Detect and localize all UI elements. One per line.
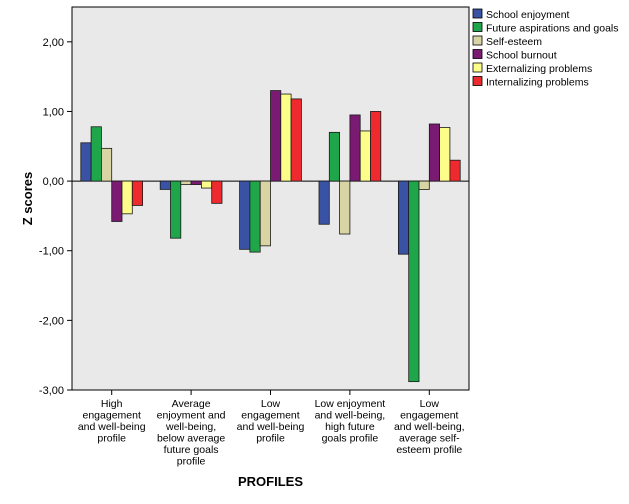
legend-label: School enjoyment — [486, 9, 570, 21]
y-tick-label: 2,00 — [43, 37, 64, 49]
x-tick-label-line: esteem profile — [396, 444, 462, 456]
bar — [249, 180, 261, 253]
bar — [418, 180, 430, 190]
bar — [211, 180, 223, 204]
bar — [328, 131, 340, 182]
bar — [439, 127, 451, 182]
x-tick-label: Average enjoyment and well-being, below ave… — [157, 398, 226, 468]
legend-label: School burnout — [486, 50, 557, 62]
bar — [159, 180, 171, 190]
bar — [270, 90, 282, 182]
bar — [239, 180, 251, 250]
bar — [80, 142, 92, 182]
bar — [280, 93, 292, 182]
bar — [121, 180, 133, 215]
bar — [200, 180, 213, 189]
bar — [397, 180, 410, 255]
bar — [359, 130, 371, 182]
x-tick-label-line: below average — [157, 433, 225, 445]
x-tick-label-line: future goals — [164, 444, 219, 456]
x-tick-label: Low engagement and well-being profile — [237, 398, 305, 445]
y-tick-label: -2,00 — [39, 315, 64, 327]
bar — [131, 180, 144, 206]
legend-swatch — [472, 22, 483, 32]
legend-swatch — [472, 62, 483, 73]
bar — [170, 180, 182, 239]
x-tick-label: Low enjoyment and well-being, high future g… — [315, 398, 386, 445]
bar — [349, 114, 361, 182]
bar — [190, 180, 202, 185]
x-tick-label-line: Low — [420, 398, 440, 410]
y-tick-label: 1,00 — [43, 106, 64, 118]
bar — [90, 126, 102, 182]
legend-label: Future aspirations and goals — [486, 23, 619, 35]
legend-swatch — [472, 49, 483, 59]
legend-label: Externalizing problems — [486, 63, 592, 75]
bar — [318, 180, 330, 225]
x-tick-label-line: and well-being, — [394, 421, 465, 433]
bar — [408, 180, 420, 383]
legend-swatch — [472, 8, 483, 19]
x-tick-label-line: engagement — [241, 410, 299, 422]
x-tick-label-line: profile — [256, 433, 285, 445]
x-tick-label-line: engagement — [400, 410, 458, 422]
x-tick-label-line: profile — [97, 433, 126, 445]
legend-label: Internalizing problems — [486, 77, 589, 89]
bar — [101, 147, 113, 182]
bar — [180, 180, 192, 185]
legend-swatch — [472, 76, 483, 86]
bar — [259, 180, 271, 247]
x-tick-label-line: goals profile — [322, 433, 379, 445]
legend-swatch — [472, 35, 483, 46]
bar — [370, 111, 382, 182]
x-tick-label-line: high future — [325, 421, 375, 433]
x-tick-label-line: and well-being, — [315, 410, 386, 422]
x-tick-label-line: Average — [172, 398, 211, 410]
x-axis-title: PROFILES — [238, 474, 303, 489]
y-tick-label: 0,00 — [43, 176, 64, 188]
y-axis-title: Z scores — [20, 172, 35, 225]
x-tick-label-line: engagement — [83, 410, 141, 422]
y-tick-label: -1,00 — [39, 246, 64, 258]
x-tick-label-line: Low — [261, 398, 281, 410]
bar — [449, 159, 461, 182]
legend-label: Self-esteem — [486, 36, 542, 48]
bar — [290, 98, 302, 182]
x-tick-label: High engagement and well-being profile — [78, 398, 146, 445]
x-tick-label-line: enjoyment and — [157, 410, 226, 422]
x-tick-label-line: profile — [177, 456, 206, 468]
x-tick-label-line: well-being, — [165, 421, 216, 433]
x-tick-label-line: and well-being — [237, 421, 305, 433]
x-tick-label-line: Low enjoyment — [315, 398, 386, 410]
y-tick-label: -3,00 — [39, 385, 64, 397]
x-tick-label-line: High — [101, 398, 123, 410]
x-tick-label-line: average self- — [399, 433, 460, 445]
bar — [111, 180, 123, 222]
x-tick-label: Low engagement and well-being, average self… — [394, 398, 465, 456]
bar — [428, 123, 440, 182]
x-tick-label-line: and well-being — [78, 421, 146, 433]
bar — [339, 180, 351, 235]
